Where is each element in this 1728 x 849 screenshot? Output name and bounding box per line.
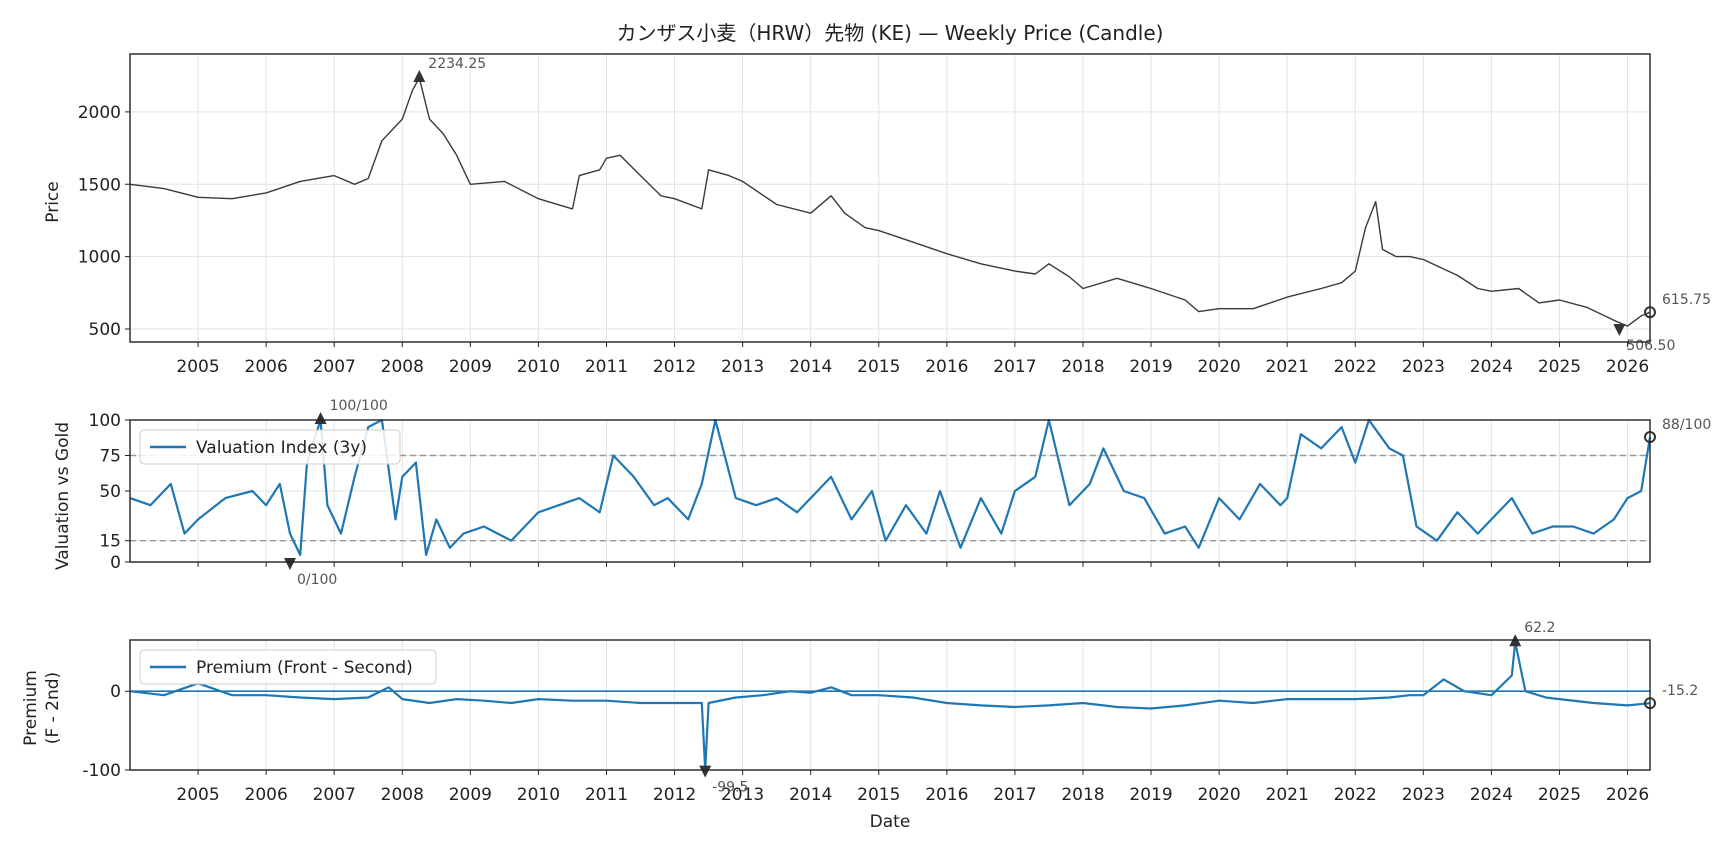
x-tick-label: 2008 [381,357,424,377]
last-annotation: 88/100 [1662,417,1711,433]
min-annotation: -99.5 [712,780,748,796]
x-tick-label: 2016 [925,785,968,805]
premium-panel: 2005 2006 2007 2008 2009 2010 2011 2012 2013 2014… [82,620,1698,805]
x-tick-label: 2006 [245,357,288,377]
y-tick-label: -100 [82,761,121,781]
min-annotation: 506.50 [1626,338,1675,354]
x-tick-label: 2009 [449,785,492,805]
x-tick-label: 2022 [1334,357,1377,377]
plot-frame [129,53,1651,343]
x-tick-label: 2005 [176,357,219,377]
y-tick-label: 100 [89,411,121,431]
min-marker [699,765,712,778]
x-tick-label: 2005 [176,785,219,805]
plot-frame [129,419,1651,563]
x-tick-label: 2017 [993,785,1036,805]
legend-label: Valuation Index (3y) [196,438,367,458]
valuation-panel: 015 50 75 100 100/100 0/100 88/100 Valuation In… [89,398,1712,588]
legend-label: Premium (Front - Second) [196,658,413,678]
x-tick-label: 2012 [653,357,696,377]
x-tick-label: 2024 [1470,785,1513,805]
plot-frame [129,639,1651,771]
price-panel: 2005 2006 2007 2008 2009 2010 2011 2012 2013 2014… [78,53,1711,377]
x-tick-label: 2015 [857,357,900,377]
min-marker [1613,324,1626,337]
x-tick-label: 2009 [449,357,492,377]
legend-box [139,429,401,465]
x-tick-label: 2010 [517,785,560,805]
premium-ylabel-line: Premium [21,670,41,746]
series-line [129,77,1651,327]
y-tick-label: 1500 [78,175,121,195]
max-annotation: 62.2 [1524,620,1555,636]
x-tick-label: 2014 [789,357,832,377]
x-tick-label: 2007 [313,785,356,805]
x-tick-label: 2024 [1470,357,1513,377]
max-marker [314,412,327,424]
last-annotation: 615.75 [1662,292,1711,308]
x-tick-label: 2008 [381,785,424,805]
x-tick-label: 2014 [789,785,832,805]
x-tick-label: 2015 [857,785,900,805]
legend-box [139,649,437,685]
valuation-ylabel: Valuation vs Gold [53,422,73,570]
x-tick-label: 2013 [721,785,764,805]
legend: Valuation Index (3y) [139,429,401,465]
x-tick-label: 2007 [313,357,356,377]
last-annotation: -15.2 [1662,683,1698,699]
x-tick-label: 2013 [721,357,764,377]
y-tick-label: 2000 [78,103,121,123]
x-tick-label: 2023 [1402,357,1445,377]
min-annotation: 0/100 [297,572,337,588]
x-tick-label: 2020 [1197,357,1240,377]
x-tick-label: 2010 [517,357,560,377]
y-tick-label: 0 [110,682,121,702]
x-tick-label: 2026 [1606,357,1649,377]
max-annotation: 100/100 [330,398,388,414]
max-marker [413,69,426,82]
y-tick-label: 50 [99,482,121,502]
x-tick-label: 2026 [1606,785,1649,805]
price-ylabel: Price [43,181,63,222]
x-tick-label: 2021 [1266,357,1309,377]
y-tick-label: 500 [89,320,121,340]
x-tick-label: 2018 [1061,785,1104,805]
x-tick-label: 2023 [1402,785,1445,805]
legend: Premium (Front - Second) [139,649,437,685]
y-tick-label: 0 [110,553,121,573]
x-tick-label: 2025 [1538,357,1581,377]
x-tick-label: 2022 [1334,785,1377,805]
y-tick-label: 75 [99,447,121,467]
y-tick-label: 15 [99,532,121,552]
min-marker [283,558,296,570]
x-tick-label: 2012 [653,785,696,805]
x-tick-label: 2011 [585,357,628,377]
series-line [129,641,1651,771]
x-tick-label: 2016 [925,357,968,377]
x-tick-label: 2006 [245,785,288,805]
x-tick-label: 2020 [1197,785,1240,805]
x-tick-label: 2019 [1129,357,1172,377]
x-tick-label: 2011 [585,785,628,805]
y-tick-label: 1000 [78,248,121,268]
x-tick-label: 2025 [1538,785,1581,805]
series-line [129,418,1652,556]
chart-title: カンザス小麦（HRW）先物 (KE) — Weekly Price (Candl… [617,21,1164,45]
premium-ylabel: Premium (F - 2nd) [21,670,63,746]
premium-ylabel-line: (F - 2nd) [43,672,63,744]
x-tick-label: 2018 [1061,357,1104,377]
x-tick-label: 2019 [1129,785,1172,805]
x-tick-label: 2017 [993,357,1036,377]
x-tick-label: 2021 [1266,785,1309,805]
max-annotation: 2234.25 [428,56,486,72]
x-axis-label: Date [870,812,911,832]
